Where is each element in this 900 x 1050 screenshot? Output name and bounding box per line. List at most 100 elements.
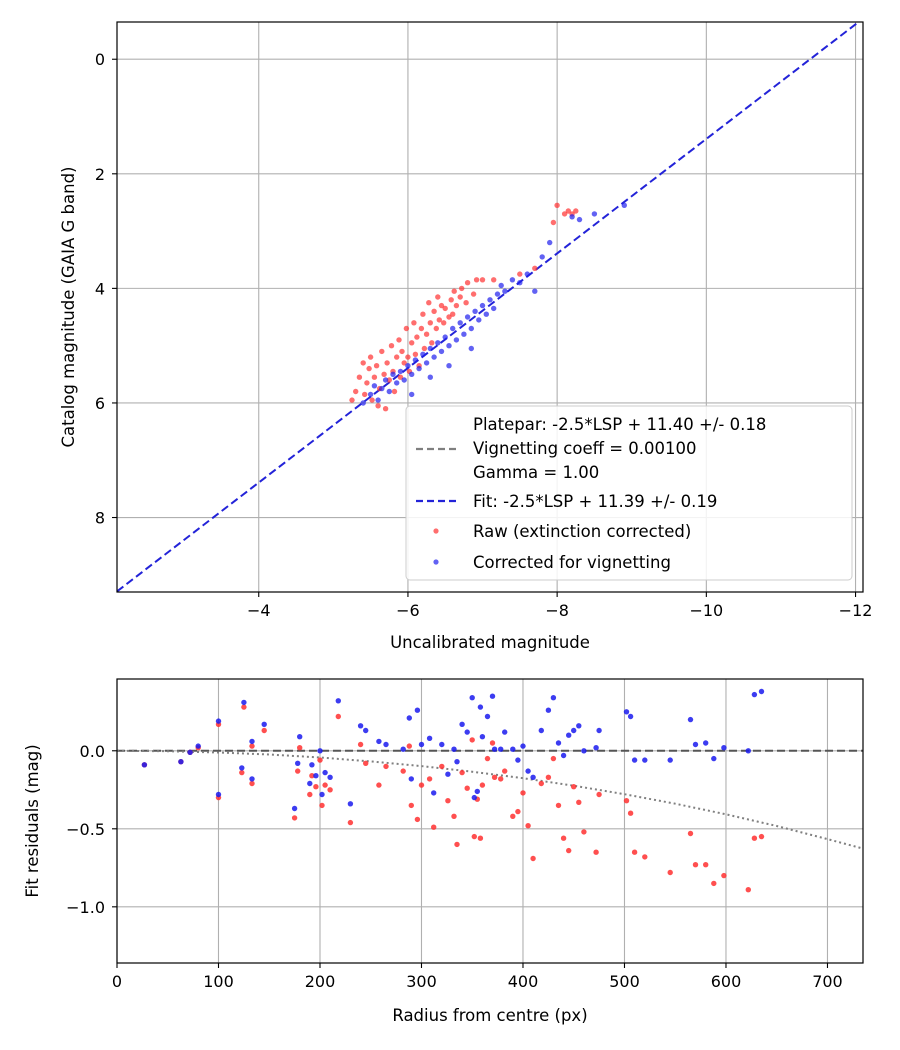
bottom-raw-point	[758, 833, 765, 840]
bottom-corrected-point	[593, 745, 599, 751]
bottom-raw-point	[335, 713, 341, 720]
bottom-raw-point	[469, 737, 475, 743]
bottom-raw-point	[596, 791, 602, 798]
top-raw-point	[375, 403, 381, 409]
top-corrected-point	[412, 357, 419, 363]
bottom-raw-point	[418, 782, 425, 788]
legend-corrected-label: Corrected for vignetting	[473, 553, 671, 572]
bottom-raw-point	[667, 869, 673, 876]
bottom-raw-point	[745, 887, 751, 893]
bottom-corrected-point	[530, 774, 536, 780]
bottom-corrected-point	[239, 765, 245, 771]
top-raw-point	[421, 345, 428, 352]
bottom-corrected-point	[431, 790, 437, 796]
bottom-raw-point	[530, 855, 536, 862]
bottom-corrected-point	[319, 791, 325, 798]
bottom-corrected-point	[215, 791, 222, 798]
bottom-raw-point	[239, 769, 245, 776]
bottom-raw-point	[593, 849, 599, 855]
bottom-raw-point	[307, 791, 313, 798]
top-raw-point	[364, 380, 370, 386]
legend-platepar-line2: Vignetting coeff = 0.00100	[473, 439, 697, 458]
top-corrected-point	[427, 374, 433, 380]
top-raw-point	[550, 219, 557, 226]
top-corrected-point	[591, 211, 598, 217]
bottom-raw-point	[555, 802, 562, 809]
bottom-corrected-point	[484, 713, 491, 720]
bottom-raw-point	[502, 768, 508, 774]
top-corrected-point	[446, 363, 452, 369]
top-corrected-point	[569, 214, 575, 220]
bottom-raw-point	[408, 802, 414, 809]
bottom-raw-point	[322, 782, 328, 788]
top-corrected-point	[464, 314, 471, 320]
bottom-x-tick-label: 700	[812, 972, 843, 991]
top-corrected-point	[382, 377, 389, 383]
top-corrected-point	[442, 334, 448, 340]
top-corrected-point	[479, 302, 486, 309]
bottom-raw-point	[687, 830, 694, 837]
bottom-corrected-point	[571, 727, 577, 734]
top-y-tick-label: 8	[95, 509, 105, 528]
bottom-corrected-point	[498, 746, 504, 752]
bottom-corrected-point	[141, 762, 148, 768]
bottom-raw-point	[491, 774, 498, 780]
bottom-corrected-point	[510, 746, 516, 752]
bottom-raw-point	[317, 757, 323, 763]
top-corrected-point	[502, 288, 508, 294]
top-raw-point	[418, 325, 425, 332]
bottom-corrected-point	[261, 721, 267, 727]
top-raw-point	[394, 354, 400, 360]
top-corrected-point	[450, 325, 456, 332]
top-raw-point	[373, 363, 380, 369]
top-raw-point	[453, 302, 460, 309]
legend-platepar-line1: Platepar: -2.5*LSP + 11.40 +/- 0.18	[473, 415, 766, 434]
top-ticks: −4 −6 −8 −10 −12 0 2 4 6 8	[95, 50, 873, 620]
top-x-tick-label: −8	[545, 601, 569, 620]
bottom-corrected-point	[291, 805, 298, 812]
bottom-corrected-point	[538, 727, 544, 734]
bottom-raw-point	[445, 798, 451, 804]
bottom-x-tick-label: 400	[508, 972, 539, 991]
top-corrected-point	[360, 400, 366, 406]
top-raw-point	[403, 325, 410, 332]
bottom-corrected-point	[515, 757, 521, 763]
bottom-corrected-point	[703, 740, 709, 746]
top-corrected-point	[438, 348, 445, 355]
bottom-corrected-point	[406, 715, 412, 721]
bottom-raw-point	[451, 813, 457, 819]
bottom-raw-point	[498, 776, 504, 782]
top-raw-point	[405, 354, 411, 360]
top-corrected-point	[371, 383, 378, 389]
bottom-x-tick-label: 200	[305, 972, 336, 991]
bottom-raw-point	[327, 787, 333, 793]
top-raw-point	[463, 300, 469, 306]
bottom-raw-point	[376, 782, 382, 788]
top-corrected-point	[397, 368, 404, 375]
bottom-raw-point	[566, 847, 572, 854]
bottom-corrected-point	[376, 738, 382, 745]
top-raw-point	[451, 288, 457, 294]
top-raw-point	[464, 280, 471, 286]
top-raw-point	[565, 208, 571, 214]
bottom-corrected-point	[581, 748, 587, 754]
bottom-corrected-point	[711, 755, 717, 762]
top-raw-point	[433, 325, 439, 332]
top-corrected-point	[494, 291, 501, 297]
bottom-corrected-point	[474, 788, 480, 795]
bottom-corrected-point	[241, 699, 247, 706]
bottom-y-axis-label: Fit residuals (mag)	[23, 744, 42, 897]
top-corrected-point	[386, 388, 392, 395]
top-raw-point	[371, 374, 378, 380]
bottom-corrected-point	[692, 741, 699, 748]
bottom-corrected-point	[249, 738, 255, 745]
bottom-y-tick-label: −1.0	[66, 898, 105, 917]
bottom-corrected-point	[642, 757, 648, 763]
top-lines	[117, 22, 861, 592]
top-x-tick-label: −4	[247, 601, 271, 620]
top-corrected-point	[621, 202, 627, 208]
bottom-x-tick-label: 100	[203, 972, 234, 991]
bottom-raw-point	[241, 704, 247, 710]
bottom-grid	[116, 679, 863, 963]
bottom-corrected-point	[297, 734, 303, 740]
